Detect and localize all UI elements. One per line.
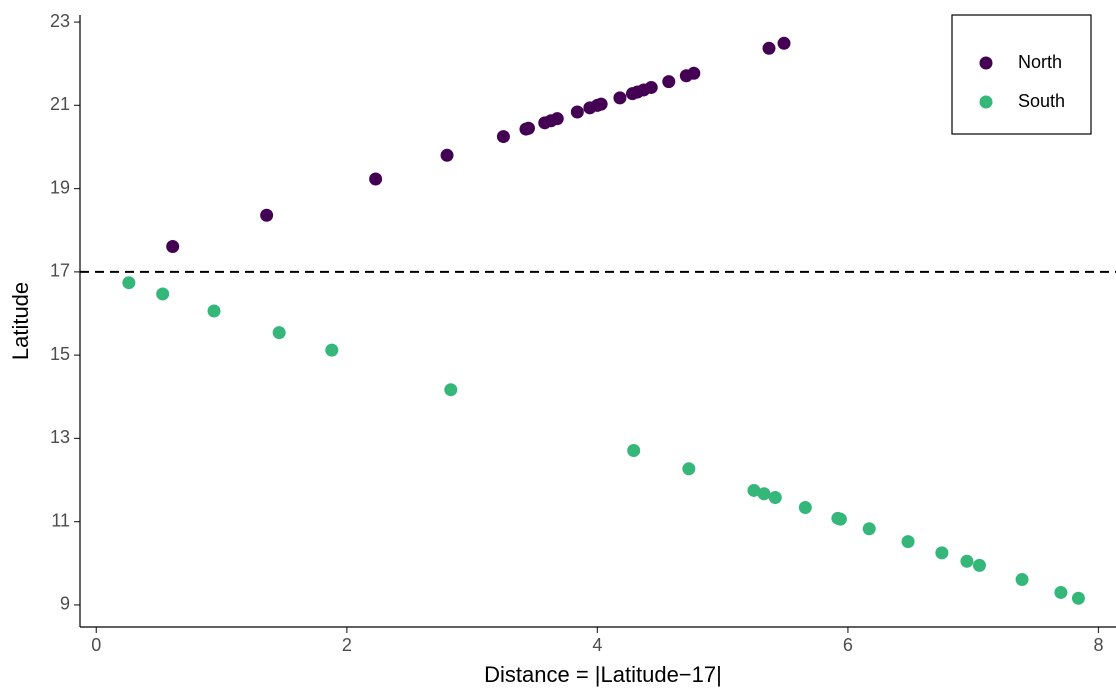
point [662, 75, 676, 89]
x-axis-title: Distance = |Latitude−17| [484, 662, 722, 687]
legend-label: North [1018, 52, 1062, 72]
point [1054, 585, 1068, 599]
point [1071, 591, 1085, 605]
point [496, 130, 510, 144]
point [687, 66, 701, 80]
x-tick-label: 0 [91, 635, 101, 655]
point [682, 462, 696, 476]
legend-label: South [1018, 91, 1065, 111]
point [444, 383, 458, 397]
point [207, 304, 221, 318]
legend-marker [979, 95, 993, 109]
point [833, 512, 847, 526]
point [762, 41, 776, 55]
x-tick-label: 4 [592, 635, 602, 655]
point [156, 287, 170, 301]
point [570, 105, 584, 119]
point [862, 522, 876, 536]
y-axis-title: Latitude [8, 282, 33, 360]
point [644, 80, 658, 94]
point [757, 487, 771, 501]
point [1015, 573, 1029, 587]
y-tick-label: 19 [50, 177, 70, 197]
y-tick-label: 21 [50, 94, 70, 114]
y-tick-label: 9 [60, 594, 70, 614]
point [747, 483, 761, 497]
y-tick-label: 23 [50, 11, 70, 31]
point [972, 558, 986, 572]
point [777, 36, 791, 50]
point [521, 121, 535, 135]
point [901, 535, 915, 549]
point [166, 239, 180, 253]
point [440, 148, 454, 162]
point [613, 91, 627, 105]
point [627, 443, 641, 457]
point [798, 501, 812, 515]
x-tick-label: 8 [1093, 635, 1103, 655]
x-tick-label: 2 [342, 635, 352, 655]
y-tick-label: 13 [50, 427, 70, 447]
y-tick-label: 17 [50, 261, 70, 281]
point [594, 97, 608, 111]
point [960, 554, 974, 568]
point [550, 112, 564, 126]
point [122, 276, 136, 290]
y-tick-label: 11 [51, 510, 70, 530]
point [260, 208, 274, 222]
point [935, 546, 949, 560]
point [369, 172, 383, 186]
point [272, 326, 286, 340]
x-tick-label: 6 [843, 635, 853, 655]
legend-marker [979, 56, 993, 70]
point [768, 491, 782, 505]
legend-box [951, 14, 1092, 135]
point [325, 343, 339, 357]
y-tick-label: 15 [50, 344, 70, 364]
